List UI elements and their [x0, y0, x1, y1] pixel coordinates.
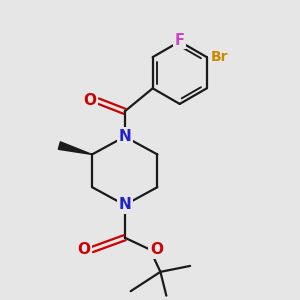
Text: N: N [118, 197, 131, 212]
Text: O: O [77, 242, 90, 257]
Polygon shape [58, 142, 92, 155]
Text: O: O [83, 94, 96, 109]
Text: Br: Br [211, 50, 228, 64]
Text: F: F [175, 32, 185, 47]
Text: N: N [118, 129, 131, 144]
Text: O: O [150, 242, 163, 257]
